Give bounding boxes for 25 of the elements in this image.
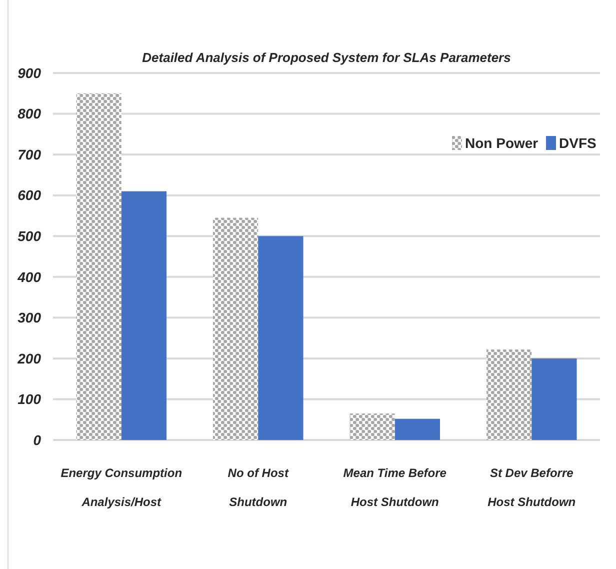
y-tick-label: 200: [16, 350, 42, 366]
y-tick-label: 800: [18, 106, 42, 122]
chart-title: Detailed Analysis of Proposed System for SLAs Parameters: [142, 50, 511, 65]
bar: [212, 218, 258, 440]
y-tick-label: 300: [18, 310, 42, 326]
legend-label: Non Power: [465, 134, 539, 151]
bar: [258, 236, 304, 440]
legend-label: DVFS: [559, 134, 596, 151]
y-tick-label: 700: [18, 146, 42, 162]
bar: [121, 191, 167, 440]
y-tick-label: 500: [18, 228, 42, 244]
category-label: St Dev Beforre Host Shutdown: [488, 466, 576, 509]
bar: [350, 413, 395, 440]
y-tick-label: 0: [33, 432, 42, 448]
y-tick-label: 600: [18, 187, 42, 204]
bar: [532, 358, 577, 440]
y-tick-label: 100: [18, 391, 42, 408]
category-label: Energy Consumption Analysis/Host: [60, 466, 182, 509]
y-tick-label: 900: [18, 64, 42, 81]
bar: [76, 93, 122, 440]
bar: [486, 349, 532, 440]
category-label: No of Host Shutdown: [228, 466, 288, 509]
y-tick-label: 400: [16, 268, 42, 285]
bar: [394, 418, 440, 440]
category-label: Mean Time Before Host Shutdown: [343, 466, 446, 509]
